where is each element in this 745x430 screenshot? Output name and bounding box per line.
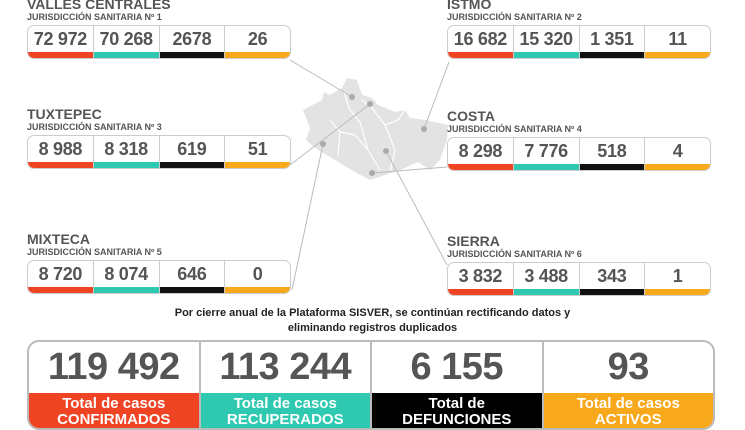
region-tuxtepec: TUXTEPEC JURISDICCIÓN SANITARIA Nº 3 8 988…	[27, 106, 291, 169]
region-costa: COSTA JURISDICCIÓN SANITARIA Nº 4 8 298 7 7…	[447, 108, 711, 171]
state-outline	[303, 78, 448, 180]
total-label: Total de casos CONFIRMADOS	[29, 393, 199, 428]
stat-defunciones: 518	[579, 138, 646, 170]
map-point-istmo	[421, 126, 427, 132]
stat-recuperados: 8 074	[93, 261, 160, 293]
total-label-line-1: Total de casos	[576, 395, 680, 412]
region-jurisdiction: JURISDICCIÓN SANITARIA Nº 1	[27, 12, 162, 22]
note-line-2: eliminando registros duplicados	[287, 322, 458, 334]
total-label-line-2: RECUPERADOS	[226, 411, 344, 428]
stat-confirmados: 8 988	[28, 136, 94, 168]
totals-panel: 119 492 Total de casos CONFIRMADOS 113 244…	[27, 340, 715, 430]
region-stats-card: 8 720 8 074 646 0	[27, 260, 291, 294]
region-name: TUXTEPEC	[27, 106, 102, 122]
region-jurisdiction: JURISDICCIÓN SANITARIA Nº 4	[447, 124, 582, 134]
region-stats-card: 72 972 70 268 2678 26	[27, 25, 291, 59]
stat-defunciones: 343	[579, 263, 646, 295]
total-label-line-2: ACTIVOS	[594, 411, 662, 428]
map-point-costa	[369, 170, 375, 176]
oaxaca-map	[289, 59, 450, 291]
total-label-line-2: CONFIRMADOS	[57, 411, 171, 428]
region-name: ISTMO	[447, 0, 492, 12]
stat-confirmados: 3 832	[448, 263, 514, 295]
total-value: 93	[607, 346, 650, 388]
stat-defunciones: 619	[159, 136, 226, 168]
stat-activos: 11	[645, 26, 710, 58]
total-label-line-1: Total de casos	[62, 395, 166, 412]
total-label-line-1: Total de casos	[233, 395, 337, 412]
region-name: MIXTECA	[27, 231, 90, 247]
total-label: Total de DEFUNCIONES	[372, 393, 542, 428]
region-name: VALLES CENTRALES	[27, 0, 171, 12]
stat-activos: 4	[645, 138, 710, 170]
region-stats-card: 8 988 8 318 619 51	[27, 135, 291, 169]
total-value: 113 244	[219, 346, 352, 388]
total-label-line-2: DEFUNCIONES	[402, 411, 512, 428]
region-valles-centrales: VALLES CENTRALES JURISDICCIÓN SANITARIA N…	[27, 0, 291, 59]
total-recuperados: 113 244 Total de casos RECUPERADOS	[200, 342, 372, 428]
note-line-1: Por cierre anual de la Plataforma SISVER…	[174, 307, 571, 319]
stat-recuperados: 7 776	[513, 138, 580, 170]
region-jurisdiction: JURISDICCIÓN SANITARIA Nº 3	[27, 122, 162, 132]
stat-recuperados: 15 320	[513, 26, 580, 58]
total-confirmados: 119 492 Total de casos CONFIRMADOS	[29, 342, 201, 428]
stat-activos: 1	[645, 263, 710, 295]
total-value: 119 492	[47, 346, 180, 388]
total-value: 6 155	[410, 346, 504, 388]
region-sierra: SIERRA JURISDICCIÓN SANITARIA Nº 6 3 832 3 …	[447, 233, 711, 296]
total-activos: 93 Total de casos ACTIVOS	[543, 342, 713, 428]
stat-defunciones: 1 351	[579, 26, 646, 58]
stat-recuperados: 3 488	[513, 263, 580, 295]
total-defunciones: 6 155 Total de DEFUNCIONES	[372, 342, 544, 428]
stat-confirmados: 8 720	[28, 261, 94, 293]
stat-confirmados: 16 682	[448, 26, 514, 58]
region-stats-card: 16 682 15 320 1 351 11	[447, 25, 711, 59]
stat-confirmados: 72 972	[28, 26, 94, 58]
region-stats-card: 3 832 3 488 343 1	[447, 262, 711, 296]
total-label: Total de casos RECUPERADOS	[200, 393, 370, 428]
stat-defunciones: 2678	[159, 26, 226, 58]
region-jurisdiction: JURISDICCIÓN SANITARIA Nº 6	[447, 249, 582, 259]
region-name: SIERRA	[447, 233, 500, 249]
region-istmo: ISTMO JURISDICCIÓN SANITARIA Nº 2 16 682 15…	[447, 0, 711, 59]
stat-recuperados: 70 268	[93, 26, 160, 58]
total-label-line-1: Total de	[428, 395, 485, 412]
stat-recuperados: 8 318	[93, 136, 160, 168]
stat-activos: 51	[225, 136, 290, 168]
total-label: Total de casos ACTIVOS	[543, 393, 713, 428]
region-jurisdiction: JURISDICCIÓN SANITARIA Nº 5	[27, 247, 162, 257]
region-name: COSTA	[447, 108, 495, 124]
region-jurisdiction: JURISDICCIÓN SANITARIA Nº 2	[447, 12, 582, 22]
stat-activos: 0	[225, 261, 290, 293]
region-stats-card: 8 298 7 776 518 4	[447, 137, 711, 171]
map-point-mixteca	[320, 141, 326, 147]
stat-defunciones: 646	[159, 261, 226, 293]
map-point-sierra	[383, 148, 389, 154]
region-mixteca: MIXTECA JURISDICCIÓN SANITARIA Nº 5 8 720 8…	[27, 231, 291, 294]
map-point-valles	[349, 94, 355, 100]
map-point-tuxtepec	[367, 101, 373, 107]
stat-activos: 26	[225, 26, 290, 58]
stat-confirmados: 8 298	[448, 138, 514, 170]
